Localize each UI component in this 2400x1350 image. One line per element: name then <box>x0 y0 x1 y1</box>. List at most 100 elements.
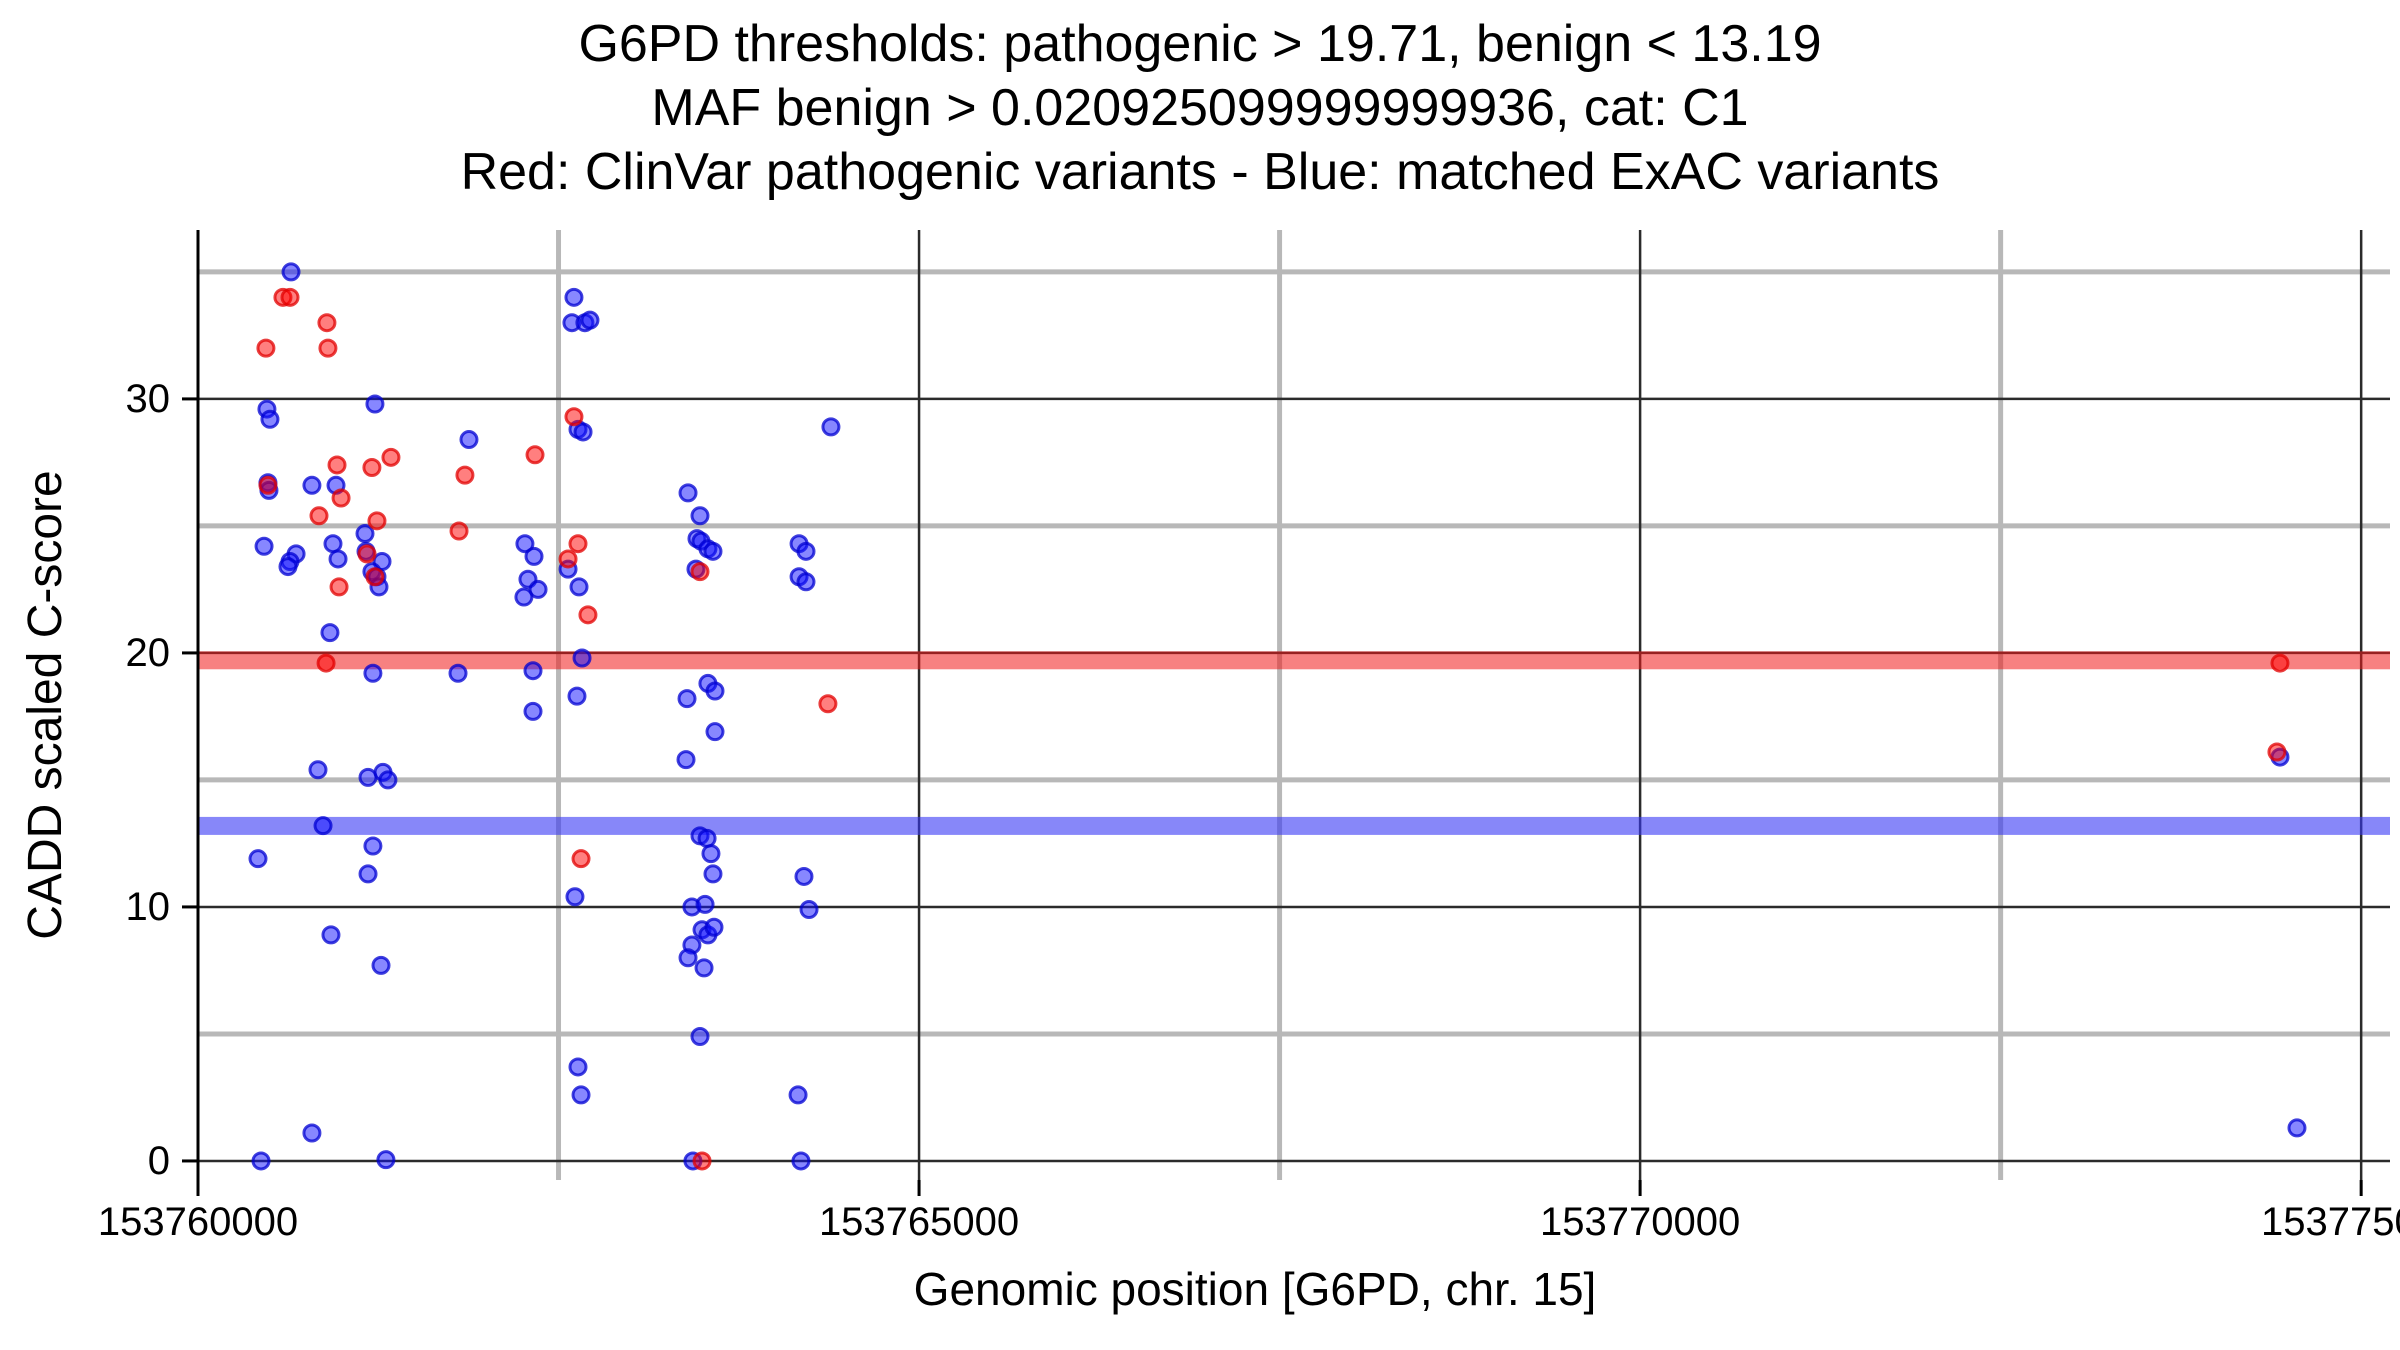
x-tick-label: 153760000 <box>97 1200 299 1244</box>
data-point-pathogenic <box>317 313 337 333</box>
data-point-exac <box>694 958 714 978</box>
y-tick-label: 0 <box>147 1138 170 1183</box>
chart-title: G6PD thresholds: pathogenic > 19.71, ben… <box>0 12 2400 204</box>
data-point-exac <box>678 483 698 503</box>
data-point-pathogenic <box>381 447 401 467</box>
data-point-pathogenic <box>558 549 578 569</box>
x-tick-label: 153765000 <box>818 1200 1020 1244</box>
data-point-pathogenic <box>692 1151 712 1171</box>
y-tick-label: 20 <box>125 630 171 675</box>
data-point-pathogenic <box>564 407 584 427</box>
data-point-exac <box>568 1057 588 1077</box>
data-point-exac <box>676 750 696 770</box>
data-point-pathogenic <box>316 653 336 673</box>
y-tick-label: 30 <box>125 376 171 421</box>
data-point-exac <box>791 1151 811 1171</box>
data-point-exac <box>697 828 717 848</box>
data-point-exac <box>251 1151 271 1171</box>
data-point-exac <box>308 760 328 780</box>
data-point-pathogenic <box>818 694 838 714</box>
data-point-exac <box>564 287 584 307</box>
data-point-exac <box>571 1085 591 1105</box>
data-point-pathogenic <box>327 455 347 475</box>
data-point-exac <box>796 572 816 592</box>
data-point-pathogenic <box>578 605 598 625</box>
data-point-exac <box>677 689 697 709</box>
data-point-pathogenic <box>256 338 276 358</box>
data-point-exac <box>695 894 715 914</box>
data-point-exac <box>371 955 391 975</box>
data-point-exac <box>704 917 724 937</box>
data-point-exac <box>573 422 593 442</box>
data-point-pathogenic <box>525 445 545 465</box>
x-axis-title: Genomic position [G6PD, chr. 15] <box>913 1263 1597 1315</box>
data-point-pathogenic <box>258 475 278 495</box>
data-point-exac <box>799 899 819 919</box>
data-point-exac <box>821 417 841 437</box>
data-point-exac <box>376 1150 396 1170</box>
data-point-exac <box>321 925 341 945</box>
data-point-pathogenic <box>318 338 338 358</box>
data-point-exac <box>2287 1118 2307 1138</box>
data-point-exac <box>514 587 534 607</box>
chart-title-line-1: G6PD thresholds: pathogenic > 19.71, ben… <box>578 15 1822 73</box>
data-point-exac <box>565 887 585 907</box>
data-point-exac <box>678 948 698 968</box>
data-point-pathogenic <box>357 544 377 564</box>
data-point-exac <box>254 536 274 556</box>
data-point-exac <box>281 262 301 282</box>
y-axis-title-text: CADD scaled C-score <box>19 470 72 940</box>
data-point-exac <box>690 1026 710 1046</box>
data-point-pathogenic <box>362 458 382 477</box>
data-point-exac <box>569 577 589 597</box>
data-point-exac <box>703 541 723 561</box>
x-tick-label: 153775000 <box>2261 1200 2400 1244</box>
data-point-exac <box>701 844 721 864</box>
data-point-pathogenic <box>2270 653 2290 673</box>
data-point-exac <box>260 409 280 429</box>
data-point-exac <box>794 866 814 886</box>
data-point-exac <box>703 864 723 884</box>
data-point-exac <box>448 663 468 683</box>
data-point-exac <box>248 849 268 869</box>
data-point-exac <box>690 506 710 526</box>
data-point-pathogenic <box>690 562 710 582</box>
benign-threshold-band <box>198 816 2390 835</box>
y-tick-label: 10 <box>125 884 171 929</box>
data-point-exac <box>363 836 383 856</box>
data-point-exac <box>705 681 725 701</box>
data-point-exac <box>358 864 378 884</box>
data-point-exac <box>320 623 340 643</box>
data-point-exac <box>302 475 322 495</box>
x-tick-label: 153770000 <box>1539 1200 1741 1244</box>
data-point-exac <box>459 430 479 450</box>
data-point-pathogenic <box>280 287 300 307</box>
data-point-exac <box>572 648 592 668</box>
data-point-pathogenic <box>365 567 385 587</box>
data-point-exac <box>796 541 816 561</box>
data-point-exac <box>515 534 535 554</box>
data-point-exac <box>378 770 398 790</box>
data-point-exac <box>788 1085 808 1105</box>
data-point-exac <box>528 579 548 599</box>
data-point-exac <box>523 701 543 721</box>
data-point-exac <box>567 686 587 706</box>
pathogenic-threshold-band <box>198 651 2390 670</box>
data-point-exac <box>580 310 600 330</box>
data-point-exac <box>523 661 543 681</box>
data-point-pathogenic <box>455 465 475 485</box>
data-point-pathogenic <box>449 521 469 541</box>
data-point-exac <box>705 722 725 742</box>
data-point-pathogenic <box>367 511 387 531</box>
data-point-exac <box>365 394 385 414</box>
data-point-exac <box>323 534 343 554</box>
data-point-exac <box>355 524 375 544</box>
data-point-pathogenic <box>568 534 588 554</box>
data-point-exac <box>278 557 298 577</box>
data-point-pathogenic <box>2267 742 2287 762</box>
data-point-pathogenic <box>309 506 329 526</box>
data-point-exac <box>363 663 383 683</box>
data-point-exac <box>328 549 348 569</box>
